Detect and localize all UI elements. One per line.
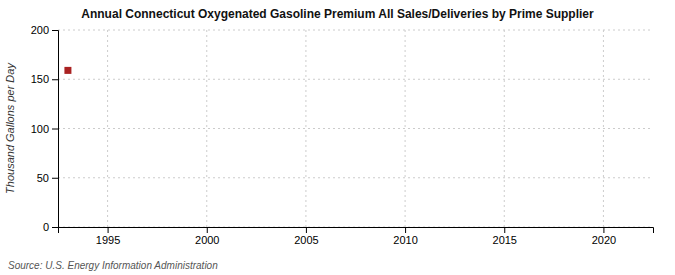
y-tick: 100	[31, 123, 58, 135]
grid-line-x	[405, 30, 406, 227]
y-axis-line	[52, 31, 59, 228]
x-tick-label: 2015	[493, 234, 517, 246]
y-tick: 200	[31, 24, 58, 36]
x-tick-label: 2000	[195, 234, 219, 246]
y-axis-label: Thousand Gallons per Day	[4, 62, 16, 194]
grid-line-x	[603, 30, 604, 227]
x-tick: 2005	[294, 227, 318, 246]
y-tick-label: 200	[31, 24, 49, 36]
x-tick-mark	[504, 227, 505, 233]
y-tick-label: 150	[31, 73, 49, 85]
plot-area: 1995 2000 2005 2010 2015 2020 0 50 100 150 200	[31, 24, 654, 246]
x-tick-label: 2020	[592, 234, 616, 246]
x-tick-mark	[405, 227, 406, 233]
y-tick-label: 50	[37, 172, 49, 184]
y-tick-mark	[52, 79, 58, 80]
y-tick-mark	[52, 129, 58, 130]
y-tick: 0	[43, 221, 58, 233]
x-tick: 2000	[195, 227, 219, 246]
y-axis: 0 50 100 150 200	[31, 24, 59, 233]
grid-line-y	[58, 30, 653, 31]
x-tick: 2020	[592, 227, 616, 246]
x-axis-line	[59, 228, 654, 234]
grid-line-y	[58, 177, 653, 178]
x-tick-label: 2010	[393, 234, 417, 246]
title: Annual Connecticut Oxygenated Gasoline P…	[81, 7, 594, 21]
x-tick-mark	[306, 227, 307, 233]
x-tick-mark	[603, 227, 604, 233]
x-tick: 2010	[393, 227, 417, 246]
source-note: Source: U.S. Energy Information Administ…	[8, 260, 218, 271]
grid-line-x	[107, 30, 108, 227]
data-point	[64, 67, 71, 74]
grid-line-x	[206, 30, 207, 227]
x-tick: 2015	[493, 227, 517, 246]
grid	[58, 30, 653, 227]
y-tick-mark	[52, 227, 58, 228]
marks	[64, 67, 71, 74]
grid-line-y	[58, 79, 653, 80]
y-tick: 50	[37, 172, 58, 184]
x-tick-mark	[207, 227, 208, 233]
grid-line-x	[504, 30, 505, 227]
grid-line-x	[305, 30, 306, 227]
y-tick-mark	[52, 178, 58, 179]
x-tick: 1995	[96, 227, 120, 246]
x-tick-label: 2005	[294, 234, 318, 246]
x-axis: 1995 2000 2005 2010 2015 2020	[59, 227, 654, 246]
x-tick-label: 1995	[96, 234, 120, 246]
x-tick-mark	[108, 227, 109, 233]
y-tick: 150	[31, 73, 58, 85]
chart: 1995 2000 2005 2010 2015 2020 0 50 100 150 200 Annu…	[0, 0, 675, 275]
y-tick-label: 100	[31, 123, 49, 135]
y-tick-label: 0	[43, 221, 49, 233]
y-tick-mark	[52, 30, 58, 31]
grid-line-y	[58, 128, 653, 129]
